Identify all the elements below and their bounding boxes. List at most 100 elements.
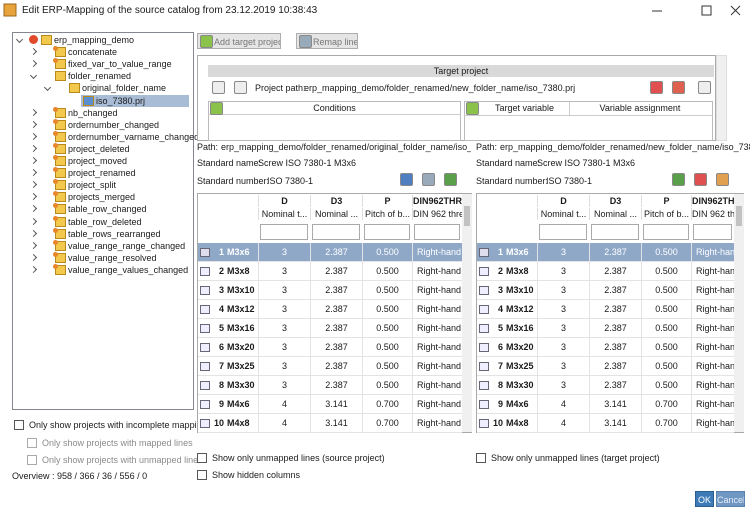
- table-row[interactable]: [477, 243, 734, 262]
- standard-name-label: Standard name:: [197, 158, 262, 168]
- tree-label[interactable]: project_renamed: [68, 168, 136, 179]
- column-header[interactable]: D: [258, 195, 310, 207]
- up-button[interactable]: [212, 81, 225, 94]
- add-condition[interactable]: [210, 102, 223, 115]
- table-row[interactable]: [198, 300, 462, 319]
- button[interactable]: OK: [695, 491, 714, 507]
- table-row[interactable]: [477, 376, 734, 395]
- tree-label[interactable]: project_moved: [68, 156, 128, 166]
- tree-label[interactable]: project_split: [68, 180, 117, 191]
- add-assignment[interactable]: [466, 102, 479, 115]
- standard-name-label: Standard name:: [476, 158, 541, 168]
- tree-label[interactable]: value_range_range_changed: [68, 240, 186, 251]
- column-header[interactable]: D: [537, 195, 589, 207]
- tree-label[interactable]: projects_merged: [68, 192, 136, 203]
- tree-label[interactable]: iso_7380.prj: [96, 95, 146, 106]
- column-header[interactable]: D3: [589, 195, 641, 207]
- delete-button[interactable]: [650, 81, 663, 94]
- checkbox[interactable]: [14, 420, 24, 430]
- table-row[interactable]: [477, 262, 734, 281]
- tree-label[interactable]: table_row_deleted: [68, 216, 142, 227]
- table-row[interactable]: [198, 281, 462, 300]
- row-name: M4x8: [227, 418, 250, 428]
- tree-label[interactable]: table_rows_rearranged: [68, 228, 161, 239]
- table-cell: 3: [258, 300, 310, 319]
- path: erp_mapping_demo/folder_renamed/original…: [221, 142, 471, 152]
- checkbox[interactable]: [27, 455, 37, 465]
- checkbox[interactable]: [197, 470, 207, 480]
- maximize-button[interactable]: [701, 5, 712, 16]
- column-header[interactable]: P: [362, 195, 412, 207]
- row-icon: [200, 381, 210, 390]
- checkbox-label[interactable]: Show only unmapped lines (target project…: [491, 453, 660, 463]
- overview: Overview : 958 / 366 / 36 / 556 / 0: [12, 471, 148, 481]
- tree-label[interactable]: original_folder_name: [82, 83, 167, 94]
- action-button[interactable]: [444, 173, 457, 186]
- table-row[interactable]: [198, 376, 462, 395]
- checkbox-label[interactable]: Only show projects with unmapped lines: [42, 455, 203, 465]
- button[interactable]: Add target project: [197, 33, 281, 49]
- action-button[interactable]: [422, 173, 435, 186]
- tree-label[interactable]: folder_renamed: [68, 71, 132, 82]
- tree-label[interactable]: table_row_changed: [68, 204, 147, 215]
- row-icon: [200, 305, 210, 314]
- table-row[interactable]: [477, 300, 734, 319]
- table-row[interactable]: [477, 414, 734, 433]
- tree-label[interactable]: concatenate: [68, 47, 118, 58]
- button[interactable]: Cancel: [716, 491, 745, 507]
- table-row[interactable]: [477, 395, 734, 414]
- column-filter[interactable]: [693, 224, 732, 240]
- column-filter[interactable]: [539, 224, 587, 240]
- column-header[interactable]: DIN962THR: [412, 195, 462, 207]
- column-header[interactable]: DIN962TH: [691, 195, 734, 207]
- tree-label[interactable]: ordernumber_varname_changed: [68, 131, 200, 142]
- down-button[interactable]: [234, 81, 247, 94]
- tree-label[interactable]: value_range_resolved: [68, 252, 157, 263]
- checkbox-label[interactable]: Show only unmapped lines (source project…: [212, 453, 385, 463]
- checkbox[interactable]: [27, 437, 37, 448]
- table-row[interactable]: [198, 262, 462, 281]
- checkbox-label[interactable]: Show hidden columns: [212, 470, 301, 480]
- table-cell: 3: [258, 338, 310, 357]
- table-row[interactable]: [477, 338, 734, 357]
- column-header[interactable]: P: [641, 195, 691, 207]
- tree-label[interactable]: project_deleted: [68, 143, 130, 154]
- action-button[interactable]: [694, 173, 707, 186]
- table-cell: 3: [258, 243, 310, 262]
- open-button[interactable]: [672, 81, 685, 94]
- table-row[interactable]: [198, 357, 462, 376]
- column-filter[interactable]: [591, 224, 639, 240]
- table-row[interactable]: [198, 243, 462, 262]
- tree-icon: [55, 131, 66, 142]
- window-title: Edit ERP-Mapping of the source catalog f…: [22, 5, 318, 16]
- table-row[interactable]: [198, 395, 462, 414]
- action-button[interactable]: [716, 173, 729, 186]
- table-row[interactable]: [198, 338, 462, 357]
- column-filter[interactable]: [643, 224, 689, 240]
- table-row[interactable]: [198, 319, 462, 338]
- close-button[interactable]: [730, 5, 741, 16]
- column-description: Nominal t...: [258, 208, 310, 220]
- tree-label[interactable]: value_range_values_changed: [68, 264, 189, 275]
- tree-label[interactable]: ordernumber_changed: [68, 119, 160, 130]
- column-filter[interactable]: [364, 224, 410, 240]
- table-row[interactable]: [477, 357, 734, 376]
- action-button[interactable]: [672, 173, 685, 186]
- checkbox-label[interactable]: Only show projects with incomplete mappi…: [29, 420, 212, 430]
- tree-label[interactable]: fixed_var_to_value_range: [68, 59, 172, 70]
- column-filter[interactable]: [414, 224, 460, 240]
- column-description: Pitch of b...: [362, 208, 412, 220]
- checkbox[interactable]: [197, 453, 207, 463]
- table-row[interactable]: [477, 281, 734, 300]
- table-row[interactable]: [198, 414, 462, 433]
- checkbox[interactable]: [476, 453, 486, 463]
- column-header[interactable]: D3: [310, 195, 362, 207]
- table-row[interactable]: [477, 319, 734, 338]
- tree-label[interactable]: erp_mapping_demo: [54, 35, 135, 45]
- next-button[interactable]: [698, 81, 711, 94]
- checkbox-label[interactable]: Only show projects with mapped lines: [42, 437, 193, 448]
- column-filter[interactable]: [312, 224, 360, 240]
- tree-label[interactable]: nb_changed: [68, 107, 118, 118]
- column-filter[interactable]: [260, 224, 308, 240]
- action-button[interactable]: [400, 173, 413, 186]
